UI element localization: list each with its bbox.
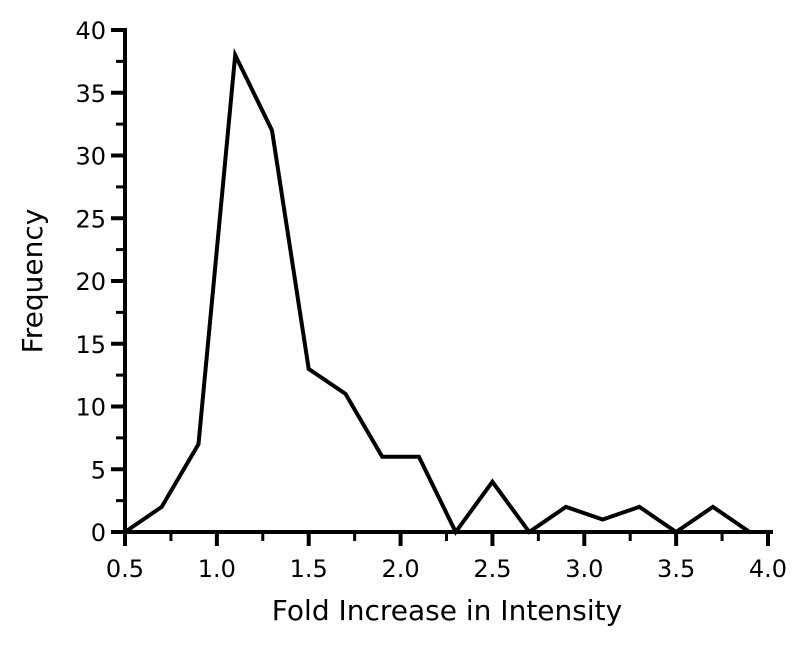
x-tick-label: 1.0 xyxy=(198,555,236,583)
plot-area: 0.5 1.0 1.5 2.0 2.5 3.0 3.5 4.0 0 5 10 15 20 25 30 35 40 xyxy=(75,17,787,583)
x-tick-label: 2.0 xyxy=(381,555,419,583)
y-axis-title: Frequency xyxy=(16,209,49,354)
y-tick-label: 10 xyxy=(75,394,106,422)
y-tick-label: 35 xyxy=(75,80,106,108)
y-tick-label: 15 xyxy=(75,331,106,359)
x-tick-label: 4.0 xyxy=(749,555,787,583)
x-tick-label: 3.0 xyxy=(565,555,603,583)
axis-spines xyxy=(123,28,773,534)
y-tick-label: 40 xyxy=(75,17,106,45)
x-axis-title: Fold Increase in Intensity xyxy=(272,594,622,627)
x-tick-label: 3.5 xyxy=(657,555,695,583)
y-tick-label: 5 xyxy=(91,456,106,484)
frequency-line xyxy=(123,47,751,536)
y-tick-label: 0 xyxy=(91,519,106,547)
y-tick-label: 25 xyxy=(75,205,106,233)
x-tick-label: 1.5 xyxy=(290,555,328,583)
x-tick-label: 0.5 xyxy=(106,555,144,583)
y-tick-label: 30 xyxy=(75,143,106,171)
x-tick-label: 2.5 xyxy=(473,555,511,583)
y-tick-label: 20 xyxy=(75,268,106,296)
